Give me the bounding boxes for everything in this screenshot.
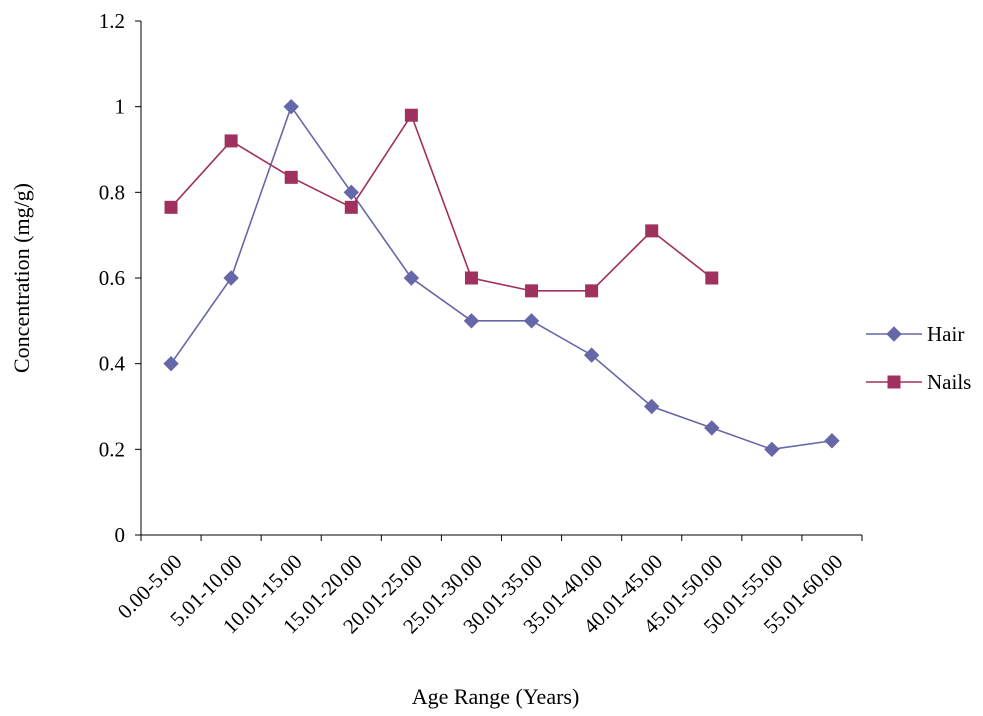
series-hair-line — [170, 104, 833, 451]
series-nails — [164, 108, 719, 298]
nails-point — [525, 284, 539, 298]
y-tick-label: 1 — [115, 95, 126, 119]
legend-marker — [887, 375, 901, 389]
nails-point — [284, 170, 298, 184]
y-axis-title: Concentration (mg/g) — [9, 183, 34, 373]
nails-point — [705, 271, 719, 285]
hair-point — [223, 270, 239, 286]
series-nails-line — [170, 113, 713, 292]
hair-point — [704, 420, 720, 436]
legend-label: Nails — [927, 370, 971, 394]
legend: Hair Nails — [866, 322, 971, 394]
nails-point — [404, 108, 418, 122]
series-layer — [163, 98, 840, 458]
legend-marker — [886, 326, 902, 342]
hair-point — [523, 313, 540, 329]
hair-point — [583, 347, 600, 363]
y-tick-label: 0.4 — [99, 352, 126, 376]
y-tick-label: 0.2 — [99, 437, 125, 461]
hair-point — [824, 433, 840, 449]
legend-item-hair: Hair — [866, 322, 964, 346]
y-tick-label: 0.8 — [99, 180, 125, 204]
hair-point — [283, 98, 299, 115]
hair-point — [343, 184, 359, 201]
y-tick-label: 1.2 — [99, 9, 125, 33]
axes — [140, 21, 862, 536]
hair-point — [403, 270, 420, 286]
legend-item-nails: Nails — [866, 370, 971, 394]
y-tick-label: 0 — [115, 523, 126, 547]
hair-point — [644, 398, 660, 415]
hair-point — [163, 355, 179, 372]
nails-point — [585, 284, 599, 298]
y-tick-label: 0.6 — [99, 266, 125, 290]
legend-label: Hair — [927, 322, 964, 346]
nails-point — [645, 224, 659, 238]
nails-point — [224, 134, 238, 148]
nails-point — [344, 200, 358, 214]
hair-point — [764, 441, 780, 458]
nails-point — [164, 200, 178, 214]
x-axis-title: Age Range (Years) — [412, 684, 580, 709]
x-ticks: 0.00-5.005.01-10.0010.01-15.0015.01-20.0… — [113, 535, 863, 638]
hair-point — [463, 313, 480, 329]
y-ticks: 0 0.2 0.4 0.6 0.8 1 1.2 — [99, 9, 141, 547]
series-hair — [163, 98, 840, 458]
nails-point — [464, 271, 478, 285]
